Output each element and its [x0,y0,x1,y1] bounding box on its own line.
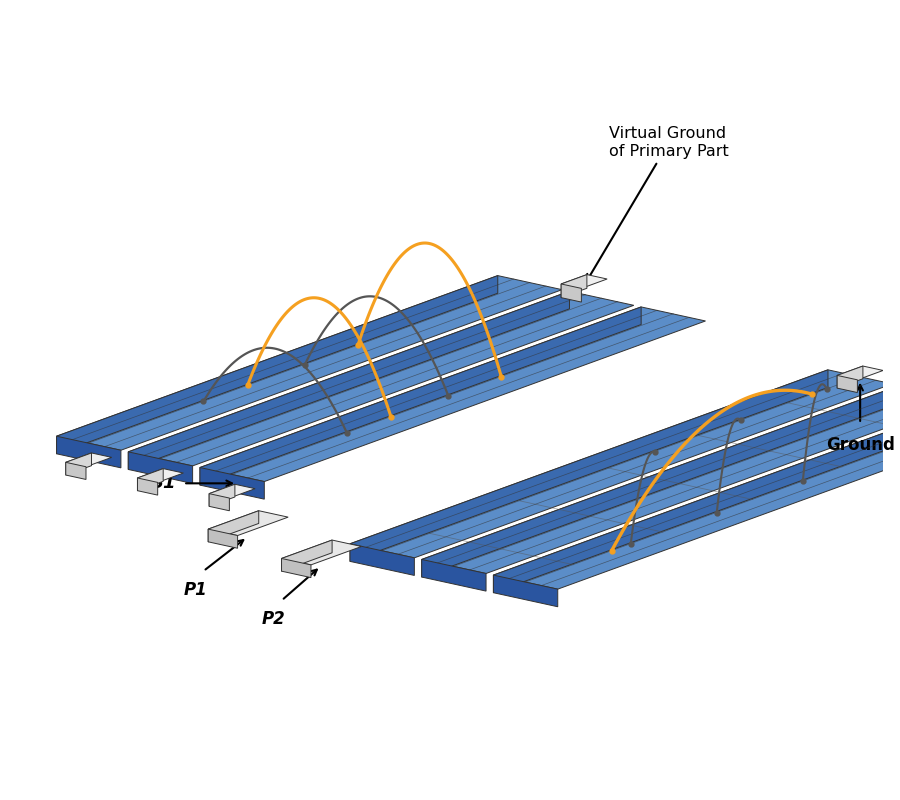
Polygon shape [200,467,265,499]
Polygon shape [208,510,288,535]
Polygon shape [66,453,92,475]
Polygon shape [200,307,706,482]
Polygon shape [422,386,900,574]
Polygon shape [57,436,121,468]
Polygon shape [129,291,634,466]
Polygon shape [209,494,230,510]
Polygon shape [66,453,112,466]
Polygon shape [282,540,332,571]
Text: Ground: Ground [825,435,895,454]
Polygon shape [562,274,587,298]
Text: S1: S1 [151,474,176,492]
Polygon shape [129,452,193,483]
Polygon shape [208,510,258,542]
Polygon shape [350,544,414,575]
Polygon shape [422,386,900,577]
Polygon shape [837,366,863,388]
Polygon shape [57,276,563,450]
Polygon shape [138,478,157,495]
Polygon shape [837,375,858,393]
Polygon shape [208,529,238,548]
Polygon shape [282,558,311,578]
Polygon shape [837,366,883,380]
Polygon shape [66,462,86,479]
Text: P1: P1 [184,581,207,599]
Text: P2: P2 [262,610,285,628]
Polygon shape [209,484,235,506]
Polygon shape [493,401,900,589]
Polygon shape [138,469,163,490]
Polygon shape [57,276,498,454]
Polygon shape [200,307,641,485]
Polygon shape [562,284,581,302]
Polygon shape [138,469,184,482]
Polygon shape [562,274,608,288]
Polygon shape [493,401,900,593]
Text: Virtual Ground
of Primary Part: Virtual Ground of Primary Part [587,126,729,281]
Polygon shape [493,575,558,606]
Polygon shape [209,484,255,498]
Polygon shape [350,370,828,562]
Polygon shape [422,559,486,591]
Polygon shape [129,291,570,470]
Polygon shape [350,370,892,558]
Polygon shape [282,540,362,565]
